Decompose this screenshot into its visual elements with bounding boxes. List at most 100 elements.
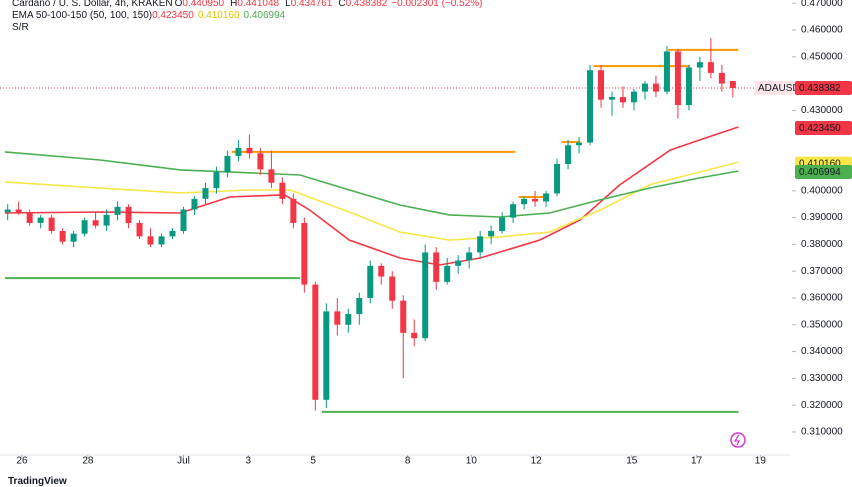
- candle-body: [609, 97, 616, 100]
- candle-body: [312, 284, 319, 400]
- candle-body: [598, 70, 605, 100]
- legend-header: Cardano / U. S. Dollar, 4h, KRAKEN O0.440…: [12, 0, 487, 34]
- candle-body: [48, 217, 55, 231]
- indicator-value: 0.423450: [152, 10, 194, 21]
- candle-body: [290, 198, 297, 223]
- event-icon[interactable]: [730, 432, 746, 448]
- x-tick-label: Jul: [177, 456, 190, 467]
- candle-body: [367, 265, 374, 298]
- candle-body: [455, 260, 462, 266]
- candle-body: [499, 217, 506, 231]
- ohlc-value: 0.441048: [237, 0, 280, 9]
- y-tick-label: 0.340000: [801, 346, 843, 357]
- source-logo[interactable]: TradingView: [8, 476, 67, 487]
- candle-body: [718, 72, 725, 84]
- x-tick-label: 12: [531, 456, 543, 467]
- candle-body: [707, 62, 714, 73]
- ohlc-key: O: [174, 0, 183, 9]
- source: TradingView: [8, 476, 67, 487]
- candle-body: [619, 97, 626, 103]
- candle-body: [587, 70, 594, 143]
- candle-body: [532, 198, 539, 202]
- indicator-line: EMA 50-100-150 (50, 100, 150)0.423450 0.4…: [12, 10, 487, 22]
- ohlc-key: C: [338, 0, 346, 9]
- candle-body: [180, 209, 187, 231]
- candle-body: [576, 142, 583, 146]
- ema-price-tag-bg: [795, 165, 852, 180]
- x-tick-label: 19: [755, 456, 767, 467]
- candle-body: [202, 188, 209, 199]
- ema-price-tag: 0.410160: [799, 159, 841, 170]
- candle-body: [235, 147, 242, 156]
- ohlc-key: L: [285, 0, 291, 9]
- candle-body: [268, 169, 275, 183]
- candle-body: [685, 67, 692, 106]
- candle-body: [334, 311, 341, 325]
- levels-title: S/R: [12, 22, 29, 33]
- ema-line: [4, 151, 739, 218]
- x-tick-label: 28: [82, 456, 94, 467]
- indicator-values: 0.423450 0.410160 0.406994: [152, 10, 289, 21]
- candle-body: [663, 51, 670, 92]
- ohlc-values: O0.440950 H0.441048 L0.434761 C0.438382: [173, 0, 392, 9]
- x-tick-label: 26: [16, 456, 28, 467]
- ema-price-tag-bg: [795, 120, 852, 135]
- candle-body: [70, 233, 77, 242]
- candle-body: [378, 265, 385, 277]
- candle-body: [433, 252, 440, 282]
- event-icon-bolt: [733, 434, 741, 446]
- y-tick-label: 0.460000: [801, 25, 843, 36]
- indicator-value: 0.410160: [197, 10, 240, 21]
- candle-body: [400, 300, 407, 333]
- candle-body: [411, 332, 418, 339]
- candle-body: [356, 297, 363, 315]
- y-tick-label: 0.470000: [801, 0, 843, 9]
- ema-price-tag: 0.423450: [799, 123, 841, 134]
- y-tick-label: 0.330000: [801, 373, 843, 384]
- candle-body: [191, 198, 198, 210]
- candle-body: [510, 204, 517, 218]
- last-price-tag: 0.438382: [799, 83, 841, 94]
- candle-body: [103, 214, 110, 226]
- symbol-tag-bg: [755, 80, 795, 95]
- candle-body: [389, 276, 396, 301]
- candle-body: [213, 172, 220, 189]
- candle-body: [169, 230, 176, 237]
- candle-body: [543, 193, 550, 202]
- indicator-value: 0.406994: [243, 10, 286, 21]
- candle-body: [466, 252, 473, 261]
- candle-body: [565, 145, 572, 164]
- candle-body: [674, 51, 681, 106]
- x-tick-label: 3: [246, 456, 252, 467]
- candle-body: [345, 314, 352, 325]
- symbol-title: Cardano / U. S. Dollar, 4h, KRAKEN: [12, 0, 173, 9]
- x-tick-label: 15: [626, 456, 638, 467]
- last-price-tag-bg: [795, 80, 852, 95]
- candle-body: [59, 230, 66, 242]
- candle-body: [114, 206, 121, 215]
- y-tick-label: 0.320000: [801, 400, 843, 411]
- candle-body: [630, 91, 637, 103]
- x-tick-label: 5: [310, 456, 316, 467]
- indicator-title: EMA 50-100-150 (50, 100, 150): [12, 10, 153, 21]
- candle-body: [422, 252, 429, 339]
- change: −0.002301 (−0.52%): [391, 0, 483, 9]
- candle-body: [521, 198, 528, 205]
- candle-body: [554, 163, 561, 194]
- ohlc-value: 0.438382: [345, 0, 388, 9]
- candle-body: [652, 83, 659, 92]
- y-tick-label: 0.390000: [801, 212, 843, 223]
- y-tick-label: 0.370000: [801, 266, 843, 277]
- candle-body: [158, 236, 165, 245]
- candle-body: [323, 311, 330, 400]
- ohlc-value: 0.440950: [182, 0, 225, 9]
- candle-body: [37, 217, 44, 223]
- candle-body: [136, 222, 143, 237]
- y-tick-label: 0.430000: [801, 105, 843, 116]
- candle-body: [488, 230, 495, 237]
- ema-price-tag: 0.406994: [799, 167, 841, 178]
- y-tick-label: 0.380000: [801, 239, 843, 250]
- candle-body: [444, 265, 451, 282]
